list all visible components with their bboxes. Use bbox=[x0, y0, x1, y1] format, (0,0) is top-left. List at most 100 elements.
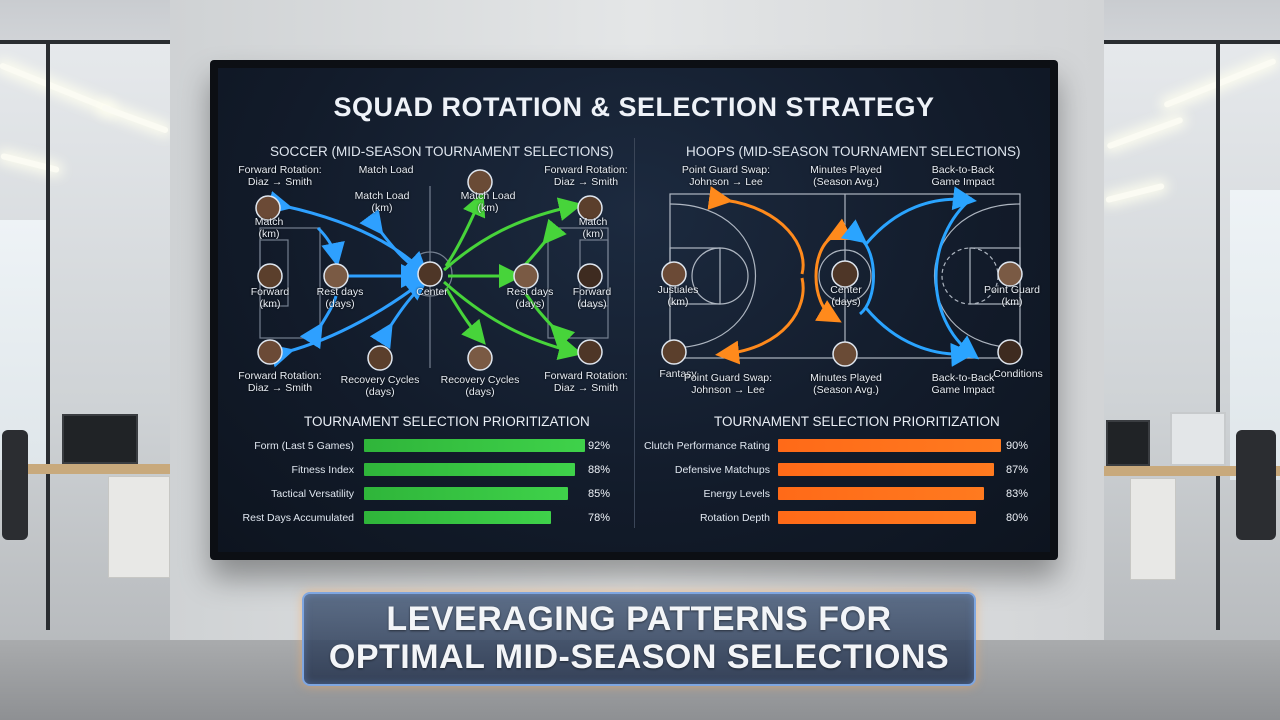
soccer-section-title: SOCCER (MID-SEASON TOURNAMENT SELECTIONS… bbox=[270, 144, 614, 159]
avatar bbox=[257, 263, 283, 289]
arrow-back-to-back bbox=[864, 186, 977, 245]
avatar bbox=[577, 263, 603, 289]
avatar bbox=[417, 261, 443, 287]
priority-label: Defensive Matchups bbox=[674, 464, 770, 476]
priority-percent: 85% bbox=[588, 488, 611, 500]
priority-bar bbox=[778, 463, 994, 476]
screen-title: SQUAD ROTATION & SELECTION STRATEGY bbox=[333, 92, 935, 122]
background-cabinet bbox=[1130, 478, 1176, 580]
office-window bbox=[0, 220, 48, 470]
label-point-guard-swap: Point Guard Swap: Johnson → Lee bbox=[681, 164, 771, 188]
arrow-rest-days-lower bbox=[299, 295, 338, 350]
background-desk bbox=[1104, 466, 1280, 476]
avatar bbox=[367, 345, 393, 371]
label-match-load: Match Load bbox=[358, 164, 414, 176]
arrow-forward-rotation-right bbox=[443, 197, 583, 272]
label-forward-rotation-right: Forward Rotation: Diaz → Smith bbox=[544, 164, 628, 188]
priority-percent: 90% bbox=[1006, 440, 1029, 452]
background-monitor bbox=[1106, 420, 1150, 466]
priority-bar bbox=[364, 463, 576, 476]
caption-banner: LEVERAGING PATTERNS FOR OPTIMAL MID-SEAS… bbox=[302, 592, 976, 686]
priority-label: Rotation Depth bbox=[699, 512, 770, 524]
avatar bbox=[997, 339, 1023, 365]
section-divider bbox=[634, 138, 635, 528]
avatar bbox=[997, 261, 1023, 287]
wall-display: SQUAD ROTATION & SELECTION STRATEGY SOCC… bbox=[210, 60, 1058, 560]
label-forward: Forward (km) bbox=[250, 286, 290, 310]
label-match: Match (km) bbox=[254, 216, 284, 240]
label-forward-rotation: Forward Rotation: Diaz → Smith bbox=[238, 164, 322, 188]
avatar bbox=[661, 261, 687, 287]
priority-percent: 92% bbox=[588, 440, 611, 452]
priority-bar bbox=[364, 439, 585, 452]
priority-label: Form (Last 5 Games) bbox=[254, 440, 354, 452]
arrow-back-to-back-bottom bbox=[934, 196, 980, 360]
avatar bbox=[832, 341, 858, 367]
arrow-recovery-right bbox=[444, 287, 486, 345]
label-recovery-cycles-right: Recovery Cycles (days) bbox=[440, 374, 520, 398]
label-point-guard: Point Guard (km) bbox=[983, 284, 1041, 308]
label-recovery-cycles: Recovery Cycles (days) bbox=[340, 374, 420, 398]
label-back-to-back-bottom: Back-to-Back Game Impact bbox=[931, 372, 995, 396]
avatar bbox=[467, 345, 493, 371]
label-forward-rotation-bottom: Forward Rotation: Diaz → Smith bbox=[238, 370, 322, 394]
avatar bbox=[577, 195, 603, 221]
priority-label: Rest Days Accumulated bbox=[242, 512, 354, 524]
label-match-right: Match (km) bbox=[578, 216, 608, 240]
arrow-recovery bbox=[369, 288, 420, 350]
label-match-load-mid: Match Load (km) bbox=[354, 190, 410, 214]
caption-line-1: LEVERAGING PATTERNS FOR bbox=[386, 600, 892, 638]
priority-percent: 78% bbox=[588, 512, 611, 524]
avatar bbox=[257, 339, 283, 365]
priority-bar bbox=[364, 511, 552, 524]
label-back-to-back: Back-to-Back Game Impact bbox=[931, 164, 995, 188]
label-forward-right: Forward (days) bbox=[572, 286, 612, 310]
soccer-pitch-diagram bbox=[255, 169, 609, 371]
label-minutes-played-bottom: Minutes Played (Season Avg.) bbox=[810, 372, 882, 396]
priority-percent: 88% bbox=[588, 464, 611, 476]
label-bottom-right: Conditions bbox=[993, 368, 1043, 380]
background-desk bbox=[20, 464, 170, 474]
priority-bar bbox=[778, 439, 1002, 452]
glass-frame bbox=[1216, 40, 1220, 630]
background-chair bbox=[2, 430, 28, 540]
avatar bbox=[467, 169, 493, 195]
arrow-match bbox=[316, 226, 345, 267]
caption-line-2: OPTIMAL MID-SEASON SELECTIONS bbox=[328, 638, 950, 676]
priority-label: Energy Levels bbox=[703, 488, 770, 500]
label-center: Center bbox=[416, 286, 448, 298]
priority-percent: 80% bbox=[1006, 512, 1029, 524]
arrow-minutes-bottom bbox=[864, 307, 975, 367]
label-match-load-icon: Match Load (km) bbox=[460, 190, 516, 214]
priority-bar bbox=[778, 511, 977, 524]
player-avatars bbox=[255, 169, 603, 371]
priority-bar bbox=[364, 487, 568, 500]
label-forward-rotation-bottom-right: Forward Rotation: Diaz → Smith bbox=[544, 370, 628, 394]
arrow-forward-lower-right bbox=[524, 293, 576, 350]
background-cabinet bbox=[108, 476, 170, 578]
background-monitor bbox=[1170, 412, 1226, 466]
arrow-minutes-played bbox=[814, 218, 853, 323]
label-justiales: Justiales (km) bbox=[657, 284, 699, 308]
avatar bbox=[577, 339, 603, 365]
hoops-section-title: HOOPS (MID-SEASON TOURNAMENT SELECTIONS) bbox=[686, 144, 1021, 159]
label-center-hoops: Center (days) bbox=[830, 284, 862, 308]
avatar bbox=[661, 339, 687, 365]
basketball-court-diagram bbox=[661, 186, 1023, 367]
label-point-guard-swap-bottom: Point Guard Swap: Johnson → Lee bbox=[683, 372, 773, 396]
soccer-prioritization-title: TOURNAMENT SELECTION PRIORITIZATION bbox=[304, 414, 590, 429]
label-minutes-played: Minutes Played (Season Avg.) bbox=[810, 164, 882, 188]
arrow-forward-rotation bbox=[266, 191, 429, 277]
priority-percent: 83% bbox=[1006, 488, 1029, 500]
player-avatars bbox=[661, 260, 1023, 367]
arrow-point-guard-swap bbox=[707, 186, 805, 275]
background-monitor bbox=[62, 414, 138, 464]
arrow-point-guard-swap-bottom bbox=[715, 277, 805, 365]
label-bottom-left: Fantasy bbox=[659, 368, 697, 380]
priority-bar bbox=[778, 487, 984, 500]
label-rest-days: Rest days (days) bbox=[316, 286, 364, 310]
display-screen: SQUAD ROTATION & SELECTION STRATEGY SOCC… bbox=[218, 68, 1050, 552]
priority-label: Tactical Versatility bbox=[271, 488, 354, 500]
priority-label: Clutch Performance Rating bbox=[643, 440, 770, 452]
arrow-center-loop bbox=[840, 219, 875, 316]
